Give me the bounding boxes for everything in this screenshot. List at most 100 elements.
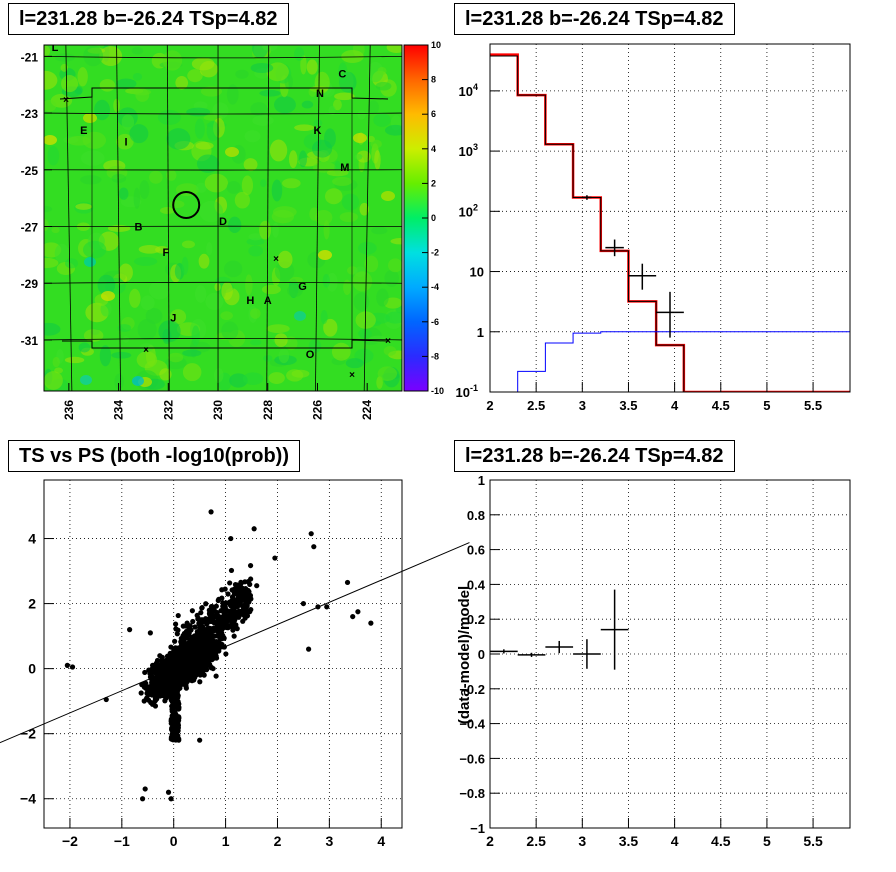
scatter-outlier-point (324, 604, 330, 610)
map-texture-patch (170, 309, 187, 325)
map-texture-patch (61, 75, 79, 93)
map-texture-patch (44, 219, 49, 232)
scatter-outlier-point (344, 579, 351, 586)
scatter-point (240, 595, 247, 601)
spectrum-frame (489, 43, 851, 393)
spectrum-ticks: 2 2.5 3 3.5 4 4.5 5 5.5 10-1 1 10 102 103 104 (456, 82, 823, 413)
residuals-y-tick-label: 0 (478, 647, 485, 662)
map-texture-patch (282, 178, 301, 189)
map-texture-patch (97, 274, 116, 296)
map-texture-patch (54, 243, 70, 263)
map-texture-patch (308, 86, 317, 97)
map-texture-patch (133, 187, 141, 209)
scatter-point (198, 657, 205, 663)
scatter-point (162, 698, 168, 704)
map-texture-patch (300, 55, 307, 75)
scatter-point (184, 634, 190, 641)
scatter-x-tick-label: 0 (170, 833, 178, 849)
scatter-point (223, 651, 229, 657)
residuals-y-tick-label: 0.6 (467, 543, 485, 558)
map-meridian (166, 45, 170, 391)
map-texture-patch (198, 253, 210, 269)
map-texture-patch (52, 356, 60, 368)
map-hot-patch (83, 113, 97, 123)
scatter-point (203, 601, 209, 607)
map-texture-patch (214, 283, 221, 292)
map-texture-patch (221, 321, 239, 340)
map-texture-patch (139, 343, 154, 352)
map-texture-patch (65, 258, 79, 269)
scatter-point (190, 648, 196, 655)
scatter-point (219, 595, 225, 601)
scatter-point (227, 599, 233, 605)
map-texture-patch (195, 285, 207, 303)
scatter-point (234, 603, 240, 610)
map-meridian (116, 45, 121, 391)
map-texture-patch (243, 158, 258, 172)
scatter-point (175, 706, 181, 712)
residuals-x-tick-label: 3.5 (619, 833, 639, 849)
map-y-tick-label: -29 (21, 277, 39, 291)
scatter-point (196, 620, 202, 627)
colorbar-tick-label: -2 (431, 248, 439, 258)
map-cross-marker: × (63, 95, 69, 106)
ts-map-x-ticks: 236 234 232 230 228 226 224 (62, 383, 374, 420)
map-hot-patch (318, 250, 332, 260)
map-hot-patch (44, 135, 57, 145)
spectrum-x-tick-label: 4 (671, 398, 679, 413)
spectrum-x-tick-label: 2.5 (527, 398, 545, 413)
scatter-point (176, 714, 182, 720)
map-texture-patch (332, 176, 353, 186)
map-texture-patch (139, 180, 150, 199)
map-texture-patch (383, 346, 397, 356)
scatter-outlier-point (168, 796, 174, 802)
ts-vs-ps-panel: −2 −1 0 1 2 3 4 −4 −2 0 2 4 (0, 479, 470, 849)
scatter-point (181, 650, 187, 656)
map-texture-patch (44, 322, 61, 336)
map-hot-patch (225, 147, 239, 157)
map-texture-patch (149, 280, 170, 300)
map-texture-patch (338, 62, 348, 84)
scatter-point (176, 701, 182, 707)
scatter-point (144, 695, 150, 701)
map-texture-patch (191, 325, 200, 347)
scatter-point (242, 579, 248, 585)
scatter-point (180, 623, 186, 629)
map-texture-patch (129, 124, 149, 144)
colorbar-tick-label: 8 (431, 75, 436, 85)
scatter-point (172, 645, 179, 651)
map-texture-patch (75, 203, 92, 210)
scatter-outlier-point (127, 627, 133, 633)
scatter-point (198, 629, 204, 635)
map-texture-patch (322, 274, 330, 288)
map-texture-patch (118, 263, 133, 282)
scatter-point (171, 685, 178, 692)
scatter-point (229, 594, 236, 600)
map-corner-label: L (52, 42, 59, 54)
map-source-label: D (219, 216, 227, 228)
map-texture-patch (245, 274, 253, 296)
colorbar-tick-label: 2 (431, 178, 436, 188)
map-hot-patch (101, 291, 115, 301)
map-texture-patch (320, 310, 328, 325)
residuals-y-tick-label: −0.6 (459, 751, 485, 766)
scatter-point (230, 627, 236, 633)
map-texture-patch (82, 240, 107, 259)
scatter-outlier-point (272, 555, 278, 561)
scatter-outlier-point (308, 531, 314, 537)
scatter-outlier-point (368, 620, 374, 626)
scatter-point (216, 628, 222, 635)
residuals-points (490, 589, 629, 670)
colorbar-tick-label: 10 (431, 40, 441, 50)
map-texture-patch (354, 153, 363, 160)
scatter-point (170, 720, 177, 726)
map-texture-patch (259, 220, 272, 240)
map-texture-patch (54, 53, 75, 62)
map-texture-patch (376, 288, 389, 307)
spectrum-series-line (517, 331, 850, 392)
scatter-point (210, 638, 217, 644)
colorbar-tick-label: 0 (431, 213, 436, 223)
map-texture-patch (60, 63, 69, 72)
map-texture-patch (341, 50, 364, 64)
ts-map-target-circle (172, 190, 201, 219)
